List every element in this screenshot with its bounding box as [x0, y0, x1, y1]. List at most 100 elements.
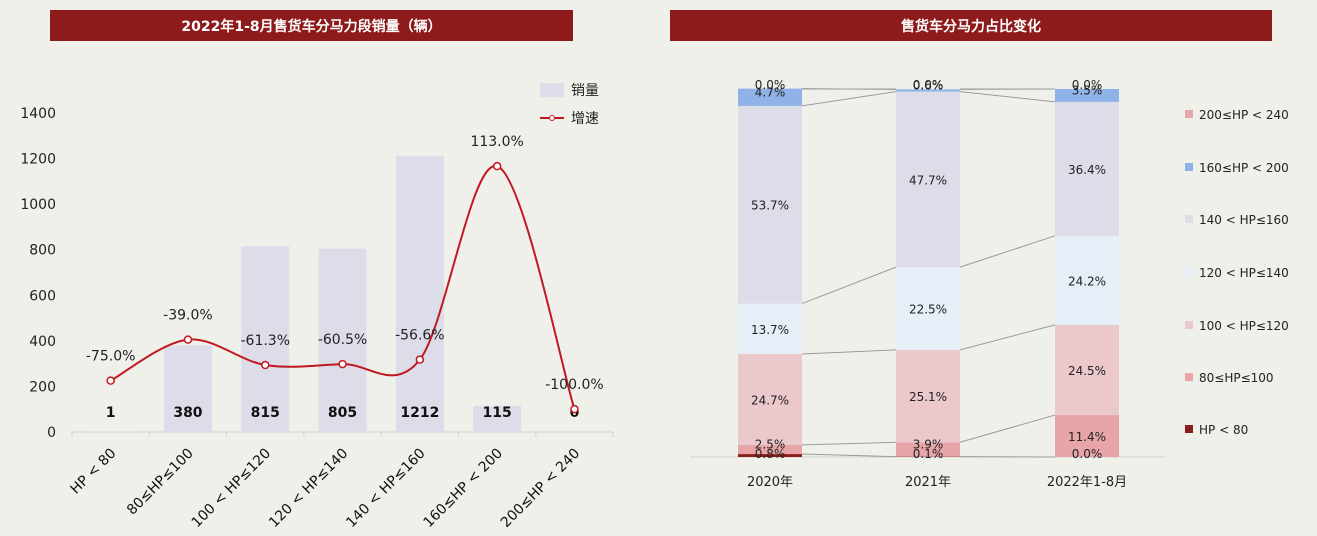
- x-category-label: 2021年: [905, 475, 951, 490]
- growth-label: -61.3%: [240, 333, 290, 349]
- stack-value-label: 0.0%: [755, 78, 786, 92]
- growth-point-5: [492, 161, 502, 171]
- y-tick-label: 1000: [20, 197, 56, 213]
- bar-5: [473, 405, 522, 432]
- stack-value-label: 2.5%: [755, 437, 786, 451]
- bar-1: [163, 345, 212, 432]
- right-chart-title-text: 售货车分马力占比变化: [901, 18, 1041, 35]
- left-chart-title-text: 2022年1-8月售货车分马力段销量（辆）: [181, 18, 442, 35]
- stack-value-label: 0.0%: [913, 78, 944, 92]
- stack-segment-2-4: [1055, 101, 1119, 236]
- legend-label: 120 < HP≤140: [1199, 266, 1289, 280]
- stack-segment-0-4: [738, 105, 802, 304]
- horsepower-share-chart: 2020年 2021年 2022年1-8月 0.8%2.5% 24.7% 13.7% 53.…: [690, 78, 1289, 490]
- series-connector: [959, 324, 1056, 351]
- stack-value-label: 24.7%: [751, 393, 789, 407]
- stack-segment-0-5: [738, 88, 802, 106]
- legend-swatch: [1185, 425, 1193, 433]
- legend-swatch: [1185, 321, 1193, 329]
- y-tick-label: 200: [29, 379, 56, 395]
- x-category-label: 100 < HP≤120: [189, 446, 274, 531]
- stack-segment-2-5: [1055, 89, 1119, 102]
- stack-value-label: 25.1%: [909, 390, 947, 404]
- growth-line: [110, 165, 576, 410]
- legend-line-marker: [549, 115, 555, 121]
- growth-point-2: [261, 360, 270, 370]
- legend-line-label: 增速: [571, 111, 599, 127]
- x-category-label: 200≤HP < 240: [498, 446, 583, 531]
- bar-value-label: 1: [106, 405, 116, 421]
- stack-segment-1-2: [896, 349, 960, 443]
- legend-label: 160≤HP < 200: [1199, 161, 1289, 175]
- series-connector: [959, 414, 1056, 443]
- stack-value-label: 0.0%: [1072, 447, 1103, 461]
- stack-value-label: 0.0%: [1072, 78, 1103, 92]
- growth-label: -39.0%: [163, 308, 213, 324]
- stack-segment-1-5: [896, 89, 960, 92]
- stack-value-label: 24.5%: [1068, 364, 1106, 378]
- legend-swatch: [1185, 215, 1193, 223]
- bar-3: [318, 248, 367, 432]
- stack-segment-2-3: [1055, 235, 1119, 325]
- series-connector: [801, 441, 897, 446]
- stack-segment-1-4: [896, 91, 960, 268]
- legend-swatch: [1185, 110, 1193, 118]
- legend-label: 100 < HP≤120: [1199, 319, 1289, 333]
- stack-value-label: 4.7%: [755, 85, 786, 99]
- stack-segment-0-0: [738, 454, 802, 457]
- stack-segment-0-3: [738, 303, 802, 354]
- bar-2: [241, 246, 290, 432]
- growth-label: -75.0%: [86, 349, 136, 365]
- series-connector: [801, 349, 897, 355]
- stack-segment-0-1: [738, 444, 802, 455]
- y-tick-label: 600: [29, 288, 56, 304]
- legend-swatch: [1185, 163, 1193, 171]
- bar-value-label: 815: [251, 405, 280, 421]
- series-connector: [959, 235, 1056, 268]
- growth-point-1: [183, 335, 193, 344]
- growth-label: -60.5%: [318, 332, 368, 348]
- x-category-label: 120 < HP≤140: [266, 446, 351, 531]
- growth-label: -56.6%: [395, 328, 445, 344]
- series-connector: [801, 91, 897, 107]
- y-tick-label: 800: [29, 243, 56, 259]
- series-connector: [959, 91, 1056, 103]
- stack-value-label: 0.6%: [913, 78, 944, 92]
- stack-value-label: 53.7%: [751, 199, 789, 213]
- sales-by-horsepower-chart: 0 200 400 600 800 1000 1200 1400 1 380 815 805 1212 1…: [20, 83, 614, 531]
- x-category-label: 140 < HP≤160: [343, 446, 428, 531]
- legend-swatch: [1185, 373, 1193, 381]
- growth-label: -100.0%: [545, 377, 603, 393]
- stack-value-label: 47.7%: [909, 173, 947, 187]
- bar-value-label: 380: [173, 405, 202, 421]
- stack-segment-2-1: [1055, 415, 1119, 457]
- y-tick-label: 0: [47, 425, 56, 441]
- x-category-label: HP < 80: [68, 446, 120, 498]
- legend-bar-label: 销量: [571, 83, 599, 99]
- stack-value-label: 3.9%: [913, 437, 944, 451]
- legend-label: 200≤HP < 240: [1199, 108, 1289, 122]
- stack-segment-0-2: [738, 353, 802, 445]
- bar-value-label: 1212: [400, 405, 439, 421]
- legend-label: 140 < HP≤160: [1199, 213, 1289, 227]
- growth-point-6: [570, 404, 579, 414]
- growth-point-0: [106, 376, 115, 385]
- legend-swatch: [1185, 268, 1193, 276]
- legend-label: HP < 80: [1199, 423, 1248, 437]
- stack-value-label: 24.2%: [1068, 274, 1106, 288]
- x-category-label: 80≤HP≤100: [124, 446, 197, 519]
- stack-value-label: 11.4%: [1068, 430, 1106, 444]
- bar-value-label: 805: [328, 405, 357, 421]
- growth-point-3: [338, 359, 347, 369]
- legend-bar-swatch: [540, 83, 564, 97]
- series-connector: [801, 453, 897, 458]
- stack-value-label: 3.5%: [1072, 83, 1103, 97]
- growth-label: 113.0%: [470, 134, 523, 150]
- x-category-label: 2020年: [747, 475, 793, 490]
- bar-4: [395, 155, 444, 432]
- stack-value-label: 36.4%: [1068, 163, 1106, 177]
- stack-value-label: 0.8%: [755, 447, 786, 461]
- y-tick-label: 1400: [20, 106, 56, 122]
- stack-value-label: 22.5%: [909, 303, 947, 317]
- series-connector: [801, 266, 897, 305]
